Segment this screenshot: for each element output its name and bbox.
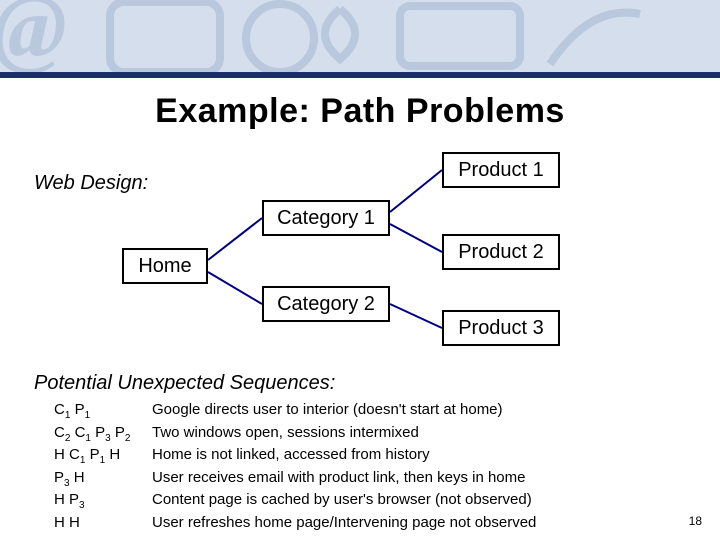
- sequence-row: C1 P1Google directs user to interior (do…: [54, 400, 536, 423]
- header-band: @: [0, 0, 720, 78]
- tree-diagram: Home Category 1 Category 2 Product 1 Pro…: [110, 152, 670, 362]
- sequence-code: H P3: [54, 490, 152, 513]
- node-product-3: Product 3: [442, 310, 560, 346]
- node-product-2: Product 2: [442, 234, 560, 270]
- slide-title: Example: Path Problems: [0, 92, 720, 131]
- sequence-row: H C1 P1 HHome is not linked, accessed fr…: [54, 445, 536, 468]
- sequence-row: H HUser refreshes home page/Intervening …: [54, 513, 536, 533]
- node-category-1: Category 1: [262, 200, 390, 236]
- sequence-code: C2 C1 P3 P2: [54, 423, 152, 446]
- sequence-row: P3 HUser receives email with product lin…: [54, 468, 536, 491]
- header-rule: [0, 72, 720, 78]
- sequences-table: C1 P1Google directs user to interior (do…: [54, 400, 536, 533]
- header-decoration: [90, 0, 690, 78]
- node-home: Home: [122, 248, 208, 284]
- sequence-description: Content page is cached by user's browser…: [152, 490, 532, 513]
- sequence-description: User refreshes home page/Intervening pag…: [152, 513, 536, 533]
- node-category-2: Category 2: [262, 286, 390, 322]
- sequence-description: Two windows open, sessions intermixed: [152, 423, 419, 446]
- sequence-code: C1 P1: [54, 400, 152, 423]
- sequence-description: Home is not linked, accessed from histor…: [152, 445, 430, 468]
- page-number: 18: [689, 514, 702, 528]
- sequence-code: H C1 P1 H: [54, 445, 152, 468]
- sequence-row: H P3Content page is cached by user's bro…: [54, 490, 536, 513]
- sequence-row: C2 C1 P3 P2Two windows open, sessions in…: [54, 423, 536, 446]
- sequence-description: User receives email with product link, t…: [152, 468, 526, 491]
- node-product-1: Product 1: [442, 152, 560, 188]
- sequence-code: H H: [54, 513, 152, 533]
- sequence-code: P3 H: [54, 468, 152, 491]
- sequence-description: Google directs user to interior (doesn't…: [152, 400, 503, 423]
- sequences-heading: Potential Unexpected Sequences:: [34, 372, 335, 395]
- at-symbol-decoration: @: [0, 0, 67, 64]
